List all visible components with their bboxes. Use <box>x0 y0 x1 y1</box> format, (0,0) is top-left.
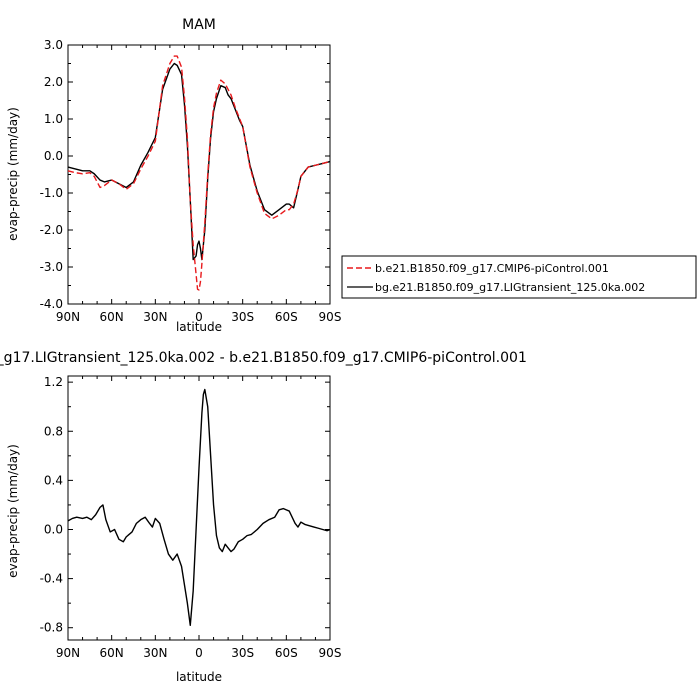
bottom-y-axis-label: evap-precip (mm/day) <box>6 444 20 578</box>
bottom-y-tick-label: 1.2 <box>44 375 63 389</box>
top-series-line-1 <box>67 62 331 261</box>
bottom-y-tick-label: -0.8 <box>40 621 63 635</box>
legend-label-control: b.e21.B1850.f09_g17.CMIP6-piControl.001 <box>375 262 609 275</box>
bottom-x-tick-label: 90N <box>56 646 80 660</box>
legend: b.e21.B1850.f09_g17.CMIP6-piControl.001 … <box>341 255 697 299</box>
bottom-panel: bg.e21.B1850.f09_g17.LIGtransient_125.0k… <box>0 350 527 684</box>
bottom-plot-area: 90N 60N 30N 0 30S 60S 90S 1.2 0.8 0.4 0.0 -0.4 -0.8 <box>40 375 342 660</box>
top-plot-area: 90N 60N 30N 0 30S 60S 90S 3.0 2.0 1.0 0.0 -1.0 -2.0 -… <box>40 38 342 324</box>
top-x-tick-label: 60N <box>100 310 124 324</box>
top-y-tick-label: -2.0 <box>40 223 63 237</box>
top-y-tick-label: 2.0 <box>44 75 63 89</box>
top-y-tick-label: -1.0 <box>40 186 63 200</box>
bottom-y-tick-label: 0.0 <box>44 522 63 536</box>
top-series-line-0 <box>67 55 331 291</box>
top-y-tick-label: 1.0 <box>44 112 63 126</box>
top-x-tick-label: 90N <box>56 310 80 324</box>
top-panel: MAM 90N 60N 30N 0 30S 60S 90S 3.0 2.0 1.0 0.0 -1.0 -… <box>6 17 341 334</box>
top-x-tick-label: 30N <box>143 310 167 324</box>
bottom-x-tick-label: 60N <box>100 646 124 660</box>
bottom-y-tick-label: -0.4 <box>40 572 63 586</box>
bottom-x-tick-label: 60S <box>275 646 298 660</box>
top-y-tick-label: -3.0 <box>40 260 63 274</box>
top-x-tick-label: 0 <box>195 310 203 324</box>
top-y-tick-label: -4.0 <box>40 297 63 311</box>
legend-label-ligtransient: bg.e21.B1850.f09_g17.LIGtransient_125.0k… <box>375 281 645 294</box>
bottom-x-tick-label: 30N <box>143 646 167 660</box>
top-x-axis-label: latitude <box>176 320 222 334</box>
top-x-tick-label: 60S <box>275 310 298 324</box>
top-x-tick-label: 90S <box>319 310 342 324</box>
top-y-tick-label: 3.0 <box>44 38 63 52</box>
top-x-tick-label: 30S <box>231 310 254 324</box>
top-y-tick-label: 0.0 <box>44 149 63 163</box>
top-y-axis-label: evap-precip (mm/day) <box>6 107 20 241</box>
legend-box <box>341 255 697 299</box>
bottom-x-tick-label: 90S <box>319 646 342 660</box>
bottom-series-line-0 <box>67 388 331 626</box>
bottom-chart-title: bg.e21.B1850.f09_g17.LIGtransient_125.0k… <box>0 350 527 366</box>
bottom-y-tick-label: 0.4 <box>44 473 63 487</box>
top-frame <box>67 44 331 305</box>
bottom-y-tick-label: 0.8 <box>44 424 63 438</box>
bottom-frame <box>67 375 331 641</box>
top-chart-title: MAM <box>182 17 216 33</box>
bottom-x-tick-label: 0 <box>195 646 203 660</box>
bottom-x-tick-label: 30S <box>231 646 254 660</box>
bottom-x-axis-label: latitude <box>176 670 222 684</box>
